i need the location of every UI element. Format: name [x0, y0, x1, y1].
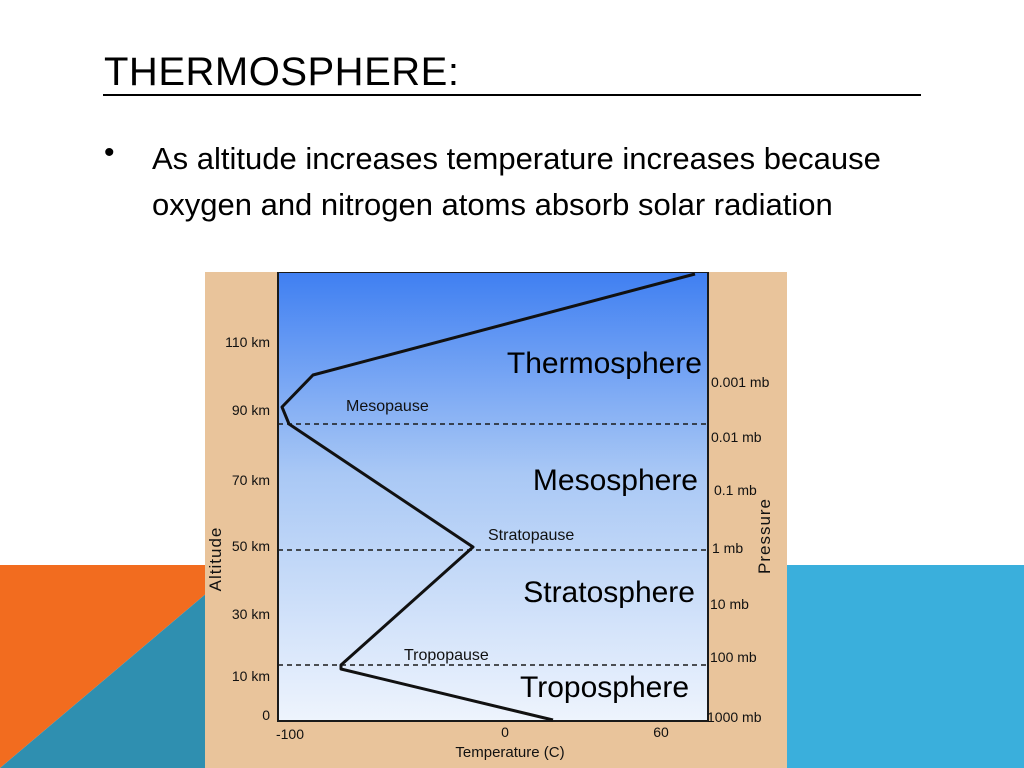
temperature-tick: 60 [653, 724, 669, 740]
temperature-profile-line [280, 272, 696, 722]
pressure-tick: 0.1 mb [714, 482, 757, 498]
altitude-tick: 30 km [232, 606, 270, 622]
temperature-tick-labels: -100 0 60 [276, 724, 669, 742]
layer-label-troposphere: Troposphere [520, 671, 689, 704]
boundary-label-stratopause: Stratopause [488, 527, 574, 544]
slide-title: THERMOSPHERE: [104, 50, 460, 94]
pressure-tick: 0.01 mb [711, 429, 762, 445]
altitude-tick: 90 km [232, 402, 270, 418]
pressure-tick: 0.001 mb [711, 374, 770, 390]
boundary-label-mesopause: Mesopause [346, 398, 429, 415]
atmosphere-layers-diagram: Thermosphere Mesosphere Stratosphere Tro… [205, 272, 787, 768]
pressure-axis-label: Pressure [755, 498, 774, 574]
pressure-tick: 1000 mb [707, 709, 762, 725]
layer-label-thermosphere: Thermosphere [507, 347, 702, 380]
boundary-label-tropopause: Tropopause [404, 647, 489, 664]
atmosphere-diagram-svg: Thermosphere Mesosphere Stratosphere Tro… [205, 272, 787, 768]
pressure-tick-labels: 0.001 mb 0.01 mb 0.1 mb 1 mb 10 mb 100 m… [707, 374, 770, 725]
title-underline [103, 94, 921, 96]
pressure-tick: 1 mb [712, 540, 743, 556]
layer-label-mesosphere: Mesosphere [533, 464, 698, 497]
layer-label-stratosphere: Stratosphere [523, 576, 695, 609]
altitude-tick: 50 km [232, 538, 270, 554]
temperature-tick: 0 [501, 724, 509, 740]
pressure-tick: 10 mb [710, 596, 749, 612]
altitude-tick: 0 [262, 707, 270, 723]
altitude-tick: 70 km [232, 472, 270, 488]
altitude-axis-label: Altitude [206, 527, 225, 592]
blue-accent-band [784, 565, 1024, 768]
teal-accent-band [0, 565, 240, 768]
bullet-marker: • [104, 136, 115, 169]
altitude-tick-labels: 110 km 90 km 70 km 50 km 30 km 10 km 0 [225, 334, 270, 723]
altitude-tick: 110 km [225, 334, 270, 350]
temperature-tick: -100 [276, 726, 304, 742]
sky-gradient-panel [277, 272, 709, 722]
bullet-text: As altitude increases temperature increa… [152, 141, 881, 222]
altitude-tick: 10 km [232, 668, 270, 684]
pressure-tick: 100 mb [710, 649, 757, 665]
temperature-axis-label: Temperature (C) [455, 744, 564, 761]
